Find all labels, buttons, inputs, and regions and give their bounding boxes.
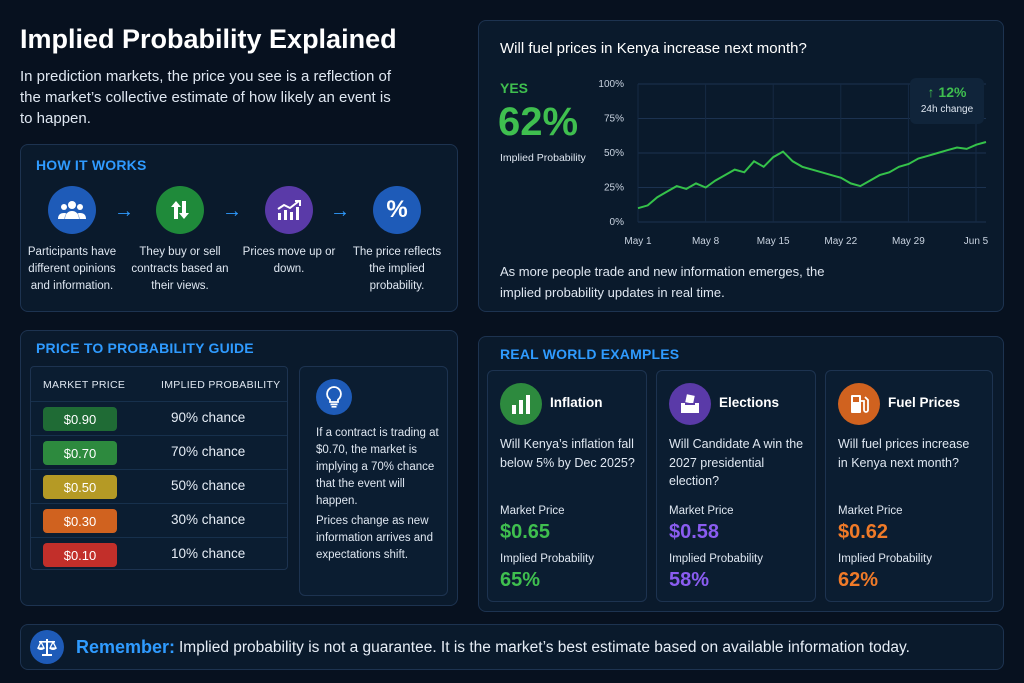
- table-row: $0.30 30% chance: [31, 503, 287, 537]
- x-tick-label: May 8: [692, 236, 720, 247]
- col-header-price: MARKET PRICE: [43, 379, 126, 391]
- y-tick-label: 50%: [604, 148, 624, 159]
- market-price-label: Market Price: [669, 505, 734, 517]
- example-card-inflation: Inflation Will Kenya’s inflation fall be…: [487, 370, 647, 602]
- market-panel: [478, 20, 1004, 312]
- tip-text-1: If a contract is trading at $0.70, the m…: [316, 427, 439, 507]
- remember-bar: [20, 624, 1004, 670]
- probability-line-chart: 100% 75% 50% 25% 0% May 1 May 8 May 15 May 22 May…: [598, 79, 989, 247]
- example-name: Fuel Prices: [888, 395, 961, 410]
- people-icon: [48, 186, 96, 234]
- chance-text: 70% chance: [171, 444, 246, 459]
- examples-title: REAL WORLD EXAMPLES: [500, 346, 680, 362]
- tip-box: If a contract is trading at $0.70, the m…: [299, 366, 448, 596]
- step-text: The price reflects the implied probabili…: [352, 246, 442, 292]
- trend-chart-icon: [265, 186, 313, 234]
- market-price-label: Market Price: [838, 505, 903, 517]
- step-text: They buy or sell contracts based an thei…: [131, 246, 229, 292]
- y-tick-label: 25%: [604, 183, 624, 194]
- x-tick-label: May 1: [624, 236, 652, 247]
- price-pill: $0.70: [43, 441, 117, 465]
- step-participants: Participants have different opinions and…: [22, 186, 122, 295]
- lightbulb-icon: [316, 379, 352, 415]
- example-card-elections: Elections Will Candidate A win the 2027 …: [656, 370, 816, 602]
- market-price-value: $0.65: [500, 521, 551, 543]
- chance-text: 90% chance: [171, 410, 246, 425]
- tip-text-2: Prices change as new information arrives…: [316, 515, 433, 561]
- example-question: Will Kenya’s inflation fall below 5% by …: [500, 437, 635, 470]
- example-card-fuel-prices: Fuel Prices Will fuel prices increase in…: [825, 370, 993, 602]
- implied-probability-label: Implied Probability: [500, 152, 586, 164]
- x-tick-label: Jun 5: [964, 236, 989, 247]
- ballot-box-icon: [669, 383, 711, 425]
- price-pill: $0.50: [43, 475, 117, 499]
- implied-probability-value: 58%: [669, 569, 710, 591]
- arrow-right-icon: →: [330, 200, 350, 222]
- y-tick-label: 0%: [610, 217, 625, 228]
- implied-probability-label: Implied Probability: [838, 553, 932, 565]
- implied-probability-value: 65%: [500, 569, 541, 591]
- y-tick-label: 75%: [604, 114, 624, 125]
- table-row: $0.50 50% chance: [31, 469, 287, 503]
- step-text: Participants have different opinions and…: [27, 246, 117, 292]
- table-row: $0.90 90% chance: [31, 401, 287, 435]
- example-name: Inflation: [550, 395, 603, 410]
- market-footer: As more people trade and new information…: [500, 264, 825, 300]
- market-price-label: Market Price: [500, 505, 565, 517]
- arrow-right-icon: →: [222, 200, 242, 222]
- market-price-value: $0.62: [838, 521, 889, 543]
- chance-text: 50% chance: [171, 478, 246, 493]
- guide-title: PRICE TO PROBABILITY GUIDE: [36, 340, 254, 356]
- change-value: ↑ 12%: [927, 84, 967, 100]
- change-label: 24h change: [920, 104, 974, 115]
- change-badge: ↑ 12% 24h change: [910, 78, 984, 124]
- table-row: $0.10 10% chance: [31, 537, 287, 571]
- table-row: $0.70 70% chance: [31, 435, 287, 469]
- page-title: Implied Probability Explained: [20, 24, 397, 54]
- scales-icon: [30, 630, 64, 664]
- percent-icon: %: [373, 186, 421, 234]
- how-it-works-title: HOW IT WORKS: [36, 157, 147, 173]
- arrow-right-icon: →: [114, 200, 134, 222]
- series-line: [637, 141, 987, 210]
- chance-text: 30% chance: [171, 512, 246, 527]
- bar-chart-icon: [500, 383, 542, 425]
- x-tick-label: May 22: [824, 236, 857, 247]
- intro-text: In prediction markets, the price you see…: [20, 68, 392, 127]
- price-pill: $0.90: [43, 407, 117, 431]
- implied-probability-value: 62%: [498, 100, 579, 144]
- remember-label: Remember:: [76, 637, 176, 657]
- fuel-pump-icon: [838, 383, 880, 425]
- implied-probability-label: Implied Probability: [500, 553, 594, 565]
- step-text: Prices move up or down.: [242, 246, 336, 275]
- market-price-value: $0.58: [669, 521, 720, 543]
- price-pill: $0.10: [43, 543, 117, 567]
- y-tick-label: 100%: [598, 79, 624, 90]
- example-question: Will Candidate A win the 2027 presidenti…: [669, 437, 804, 488]
- step-prices: Prices move up or down.: [239, 186, 339, 278]
- step-trade: They buy or sell contracts based an thei…: [130, 186, 230, 295]
- step-price-reflects: % The price reflects the implied probabi…: [347, 186, 447, 295]
- outcome-label: YES: [500, 80, 529, 96]
- guide-table: MARKET PRICE IMPLIED PROBABILITY $0.90 9…: [30, 366, 288, 570]
- col-header-probability: IMPLIED PROBABILITY: [161, 379, 281, 391]
- price-pill: $0.30: [43, 509, 117, 533]
- remember-text: Implied probability is not a guarantee. …: [179, 639, 910, 656]
- x-tick-label: May 29: [892, 236, 925, 247]
- example-name: Elections: [719, 395, 780, 410]
- example-question: Will fuel prices increase in Kenya next …: [838, 437, 970, 470]
- implied-probability-label: Implied Probability: [669, 553, 763, 565]
- market-question: Will fuel prices in Kenya increase next …: [500, 40, 807, 57]
- up-down-arrows-icon: [156, 186, 204, 234]
- x-tick-label: May 15: [757, 236, 790, 247]
- implied-probability-value: 62%: [838, 569, 879, 591]
- chance-text: 10% chance: [171, 546, 246, 561]
